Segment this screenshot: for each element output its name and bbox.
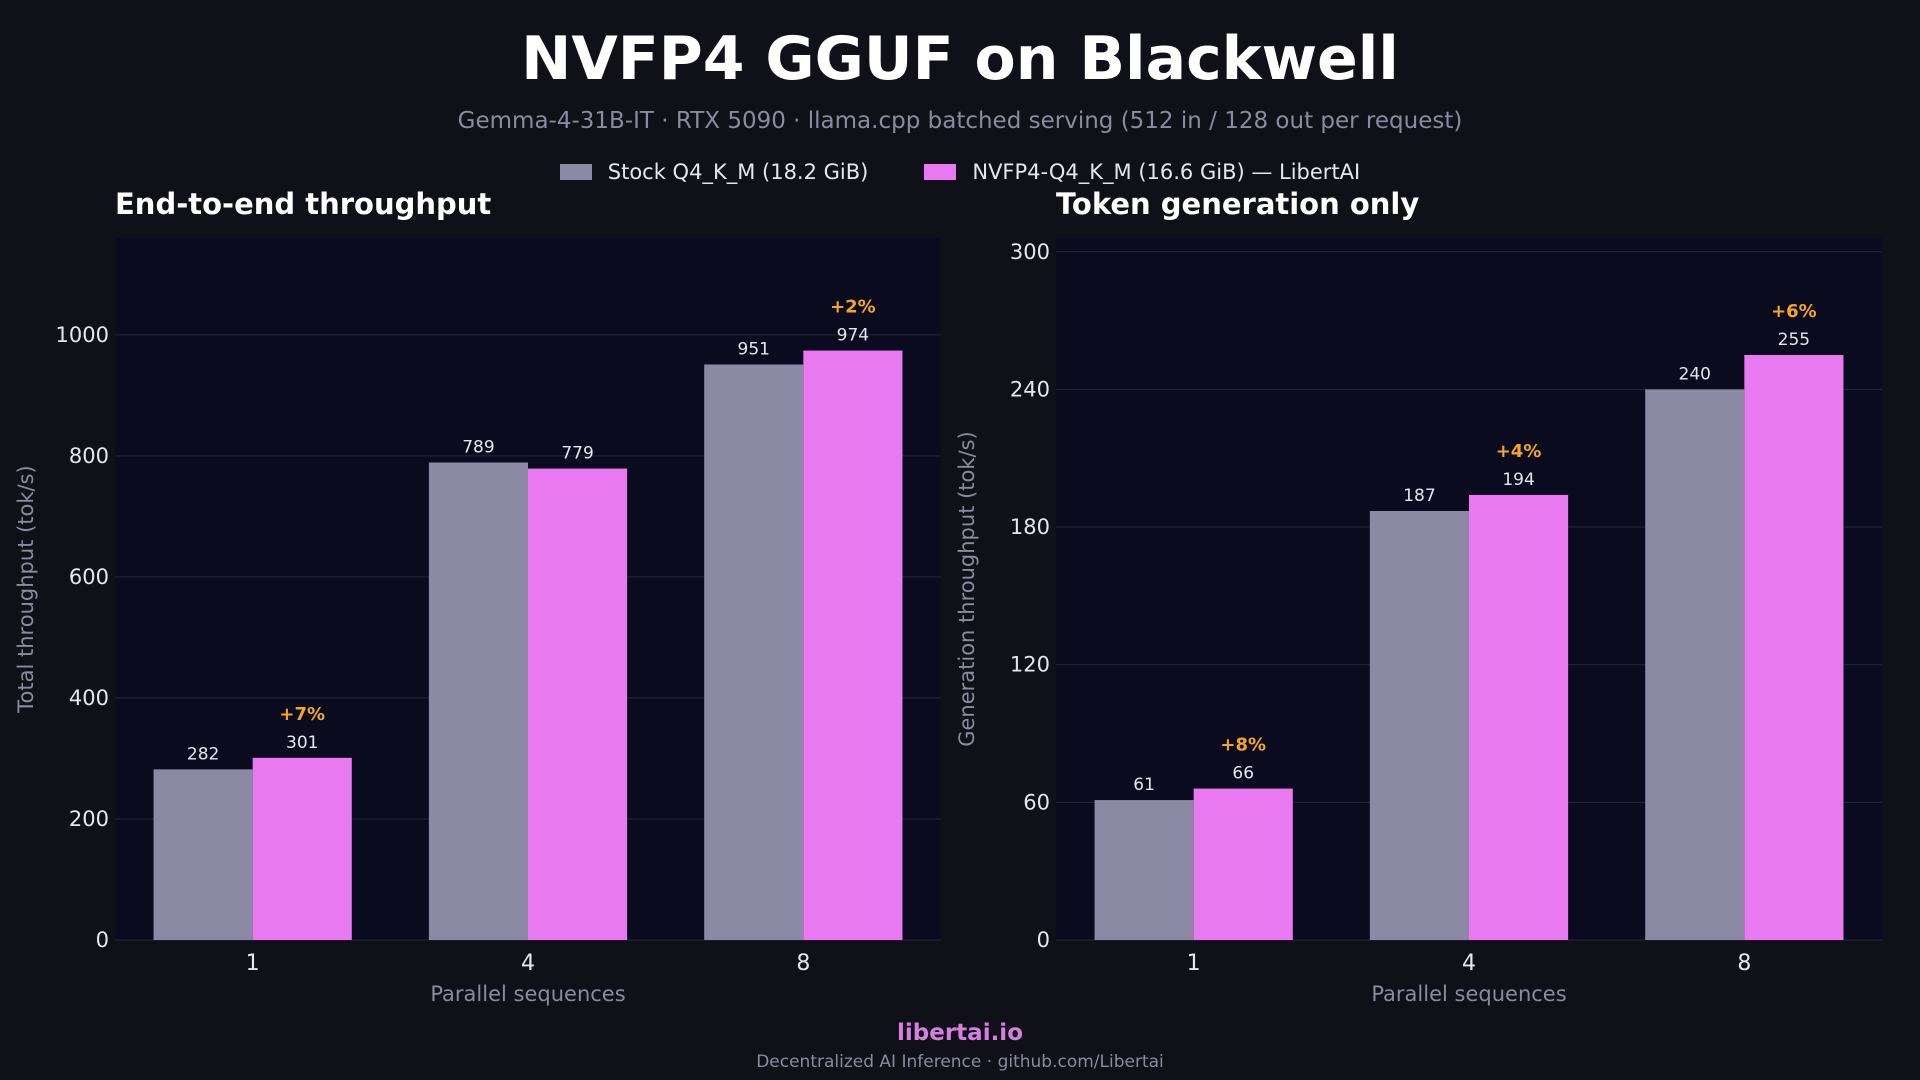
- y-tick-label: 0: [96, 928, 109, 952]
- panel-title: End-to-end throughput: [115, 187, 491, 221]
- gain-label: +2%: [830, 297, 876, 318]
- y-tick-label: 180: [1010, 515, 1050, 539]
- bar-nvfp4: [1469, 494, 1569, 940]
- legend-swatch-stock: [559, 164, 592, 180]
- y-tick-label: 400: [69, 686, 109, 710]
- data-label: 61: [1133, 775, 1155, 795]
- legend-item-stock: Stock Q4_K_M (18.2 GiB): [559, 160, 869, 184]
- chart-legend: Stock Q4_K_M (18.2 GiB) NVFP4-Q4_K_M (16…: [0, 160, 1920, 184]
- page-title: NVFP4 GGUF on Blackwell: [521, 24, 1399, 94]
- bar-stock: [1645, 389, 1745, 941]
- x-tick-label: 4: [521, 951, 535, 976]
- x-tick-label: 1: [246, 951, 260, 976]
- data-label: 66: [1232, 764, 1254, 784]
- legend-label-nvfp4: NVFP4-Q4_K_M (16.6 GiB) — LibertAI: [972, 160, 1361, 184]
- y-axis-label: Generation throughput (tok/s): [955, 431, 979, 747]
- gain-label: +4%: [1496, 441, 1542, 462]
- bar-nvfp4: [528, 468, 628, 940]
- legend-label-stock: Stock Q4_K_M (18.2 GiB): [607, 160, 869, 184]
- bar-nvfp4: [1193, 788, 1293, 940]
- y-tick-label: 600: [69, 565, 109, 589]
- gain-label: +7%: [279, 704, 325, 725]
- page-subtitle: Gemma-4-31B-IT · RTX 5090 · llama.cpp ba…: [457, 108, 1463, 134]
- y-tick-label: 120: [1010, 653, 1050, 677]
- data-label: 240: [1679, 364, 1711, 384]
- y-tick-label: 800: [69, 444, 109, 468]
- bar-stock: [1094, 800, 1194, 940]
- x-tick-label: 1: [1187, 951, 1201, 976]
- x-tick-label: 8: [1737, 951, 1751, 976]
- data-label: 951: [738, 339, 770, 359]
- y-tick-label: 1000: [56, 323, 109, 347]
- data-label: 789: [462, 438, 494, 458]
- y-tick-label: 300: [1010, 240, 1050, 264]
- data-label: 301: [286, 733, 318, 753]
- bar-nvfp4: [252, 757, 352, 940]
- bar-stock: [428, 462, 528, 940]
- gain-label: +6%: [1771, 301, 1817, 322]
- bar-nvfp4: [1744, 355, 1844, 940]
- bar-nvfp4: [803, 350, 903, 940]
- data-label: 255: [1778, 330, 1810, 350]
- data-label: 974: [837, 326, 869, 346]
- y-tick-label: 0: [1037, 928, 1050, 952]
- y-tick-label: 240: [1010, 377, 1050, 401]
- data-label: 187: [1403, 486, 1435, 506]
- y-tick-label: 200: [69, 807, 109, 831]
- bar-stock: [153, 769, 253, 940]
- data-label: 779: [561, 444, 593, 464]
- gain-label: +8%: [1220, 735, 1266, 756]
- bar-stock: [704, 364, 804, 940]
- y-axis-label: Total throughput (tok/s): [14, 465, 38, 713]
- legend-item-nvfp4: NVFP4-Q4_K_M (16.6 GiB) — LibertAI: [924, 160, 1360, 184]
- footer-subtitle: Decentralized AI Inference · github.com/…: [756, 1052, 1164, 1072]
- legend-swatch-nvfp4: [924, 164, 957, 180]
- x-axis-label: Parallel sequences: [430, 982, 625, 1006]
- x-tick-label: 4: [1462, 951, 1476, 976]
- x-tick-label: 8: [796, 951, 810, 976]
- data-label: 282: [187, 744, 219, 764]
- data-label: 194: [1502, 470, 1534, 490]
- y-tick-label: 60: [1023, 790, 1050, 814]
- panel-title: Token generation only: [1056, 187, 1419, 221]
- bar-stock: [1369, 511, 1469, 940]
- footer-brand[interactable]: libertai.io: [897, 1020, 1023, 1046]
- x-axis-label: Parallel sequences: [1371, 982, 1566, 1006]
